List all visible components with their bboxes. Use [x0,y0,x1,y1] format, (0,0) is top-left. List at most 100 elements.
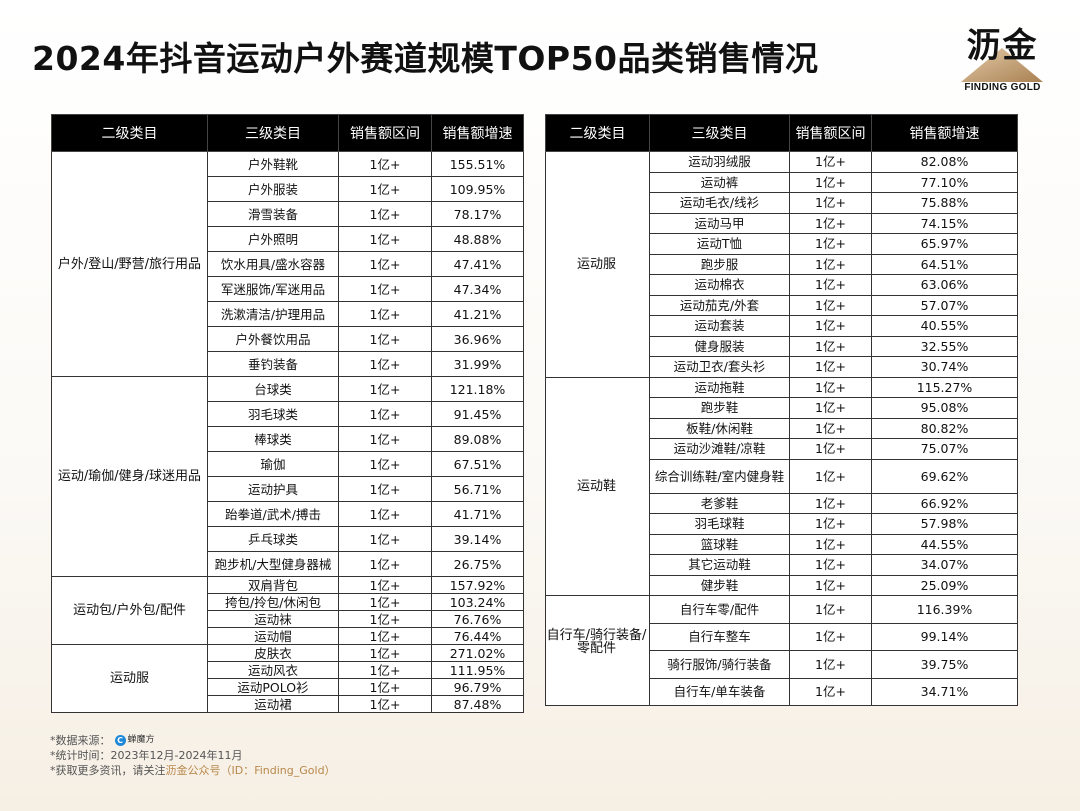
table-row: 运动套装 1亿+ 40.55% [546,315,1018,337]
growth-rate-cell: 57.98% [871,513,1018,535]
level3-category-cell: 户外照明 [207,226,339,252]
header-level3: 三级类目 [207,114,339,152]
growth-rate-cell: 91.45% [431,401,524,427]
level3-category-cell: 运动毛衣/线衫 [649,192,790,214]
level3-category-cell: 健步鞋 [649,574,790,596]
table-row: 运动卫衣/套头衫 1亿+ 30.74% [546,356,1018,378]
growth-rate-cell: 31.99% [431,351,524,377]
sales-range-cell: 1亿+ [338,610,432,628]
growth-rate-cell: 30.74% [871,356,1018,378]
sales-range-cell: 1亿+ [789,233,872,255]
source-logo: C 蝉魔方 [114,733,155,748]
sales-range-cell: 1亿+ [789,554,872,576]
sales-range-cell: 1亿+ [338,476,432,502]
table-row: 篮球鞋 1亿+ 44.55% [546,533,1018,555]
growth-rate-cell: 34.07% [871,554,1018,576]
sales-range-cell: 1亿+ [338,151,432,177]
level3-category-cell: 运动马甲 [649,212,790,234]
growth-rate-cell: 56.71% [431,476,524,502]
sales-range-cell: 1亿+ [789,417,872,439]
header-level2: 二级类目 [51,114,208,152]
level3-category-cell: 运动沙滩鞋/凉鞋 [649,438,790,460]
level3-category-cell: 篮球鞋 [649,533,790,555]
level3-category-cell: 跑步鞋 [649,397,790,419]
growth-rate-cell: 80.82% [871,417,1018,439]
header-sales-range: 销售额区间 [338,114,432,152]
level3-category-cell: 运动裙 [207,695,339,713]
sales-range-cell: 1亿+ [338,593,432,611]
level3-category-cell: 自行车零/配件 [649,595,790,624]
level2-category-cell: 运动服 [545,151,650,378]
table-row: 瑜伽 1亿+ 67.51% [52,451,524,477]
table-row: 运动袜 1亿+ 76.76% [52,610,524,628]
footer-more-prefix: *获取更多资讯，请关注 [50,764,166,777]
level2-category-cell: 运动/瑜伽/健身/球迷用品 [51,376,208,577]
table-row: 洗漱清洁/护理用品 1亿+ 41.21% [52,301,524,327]
sales-range-cell: 1亿+ [338,551,432,577]
sales-range-cell: 1亿+ [789,458,872,494]
level3-category-cell: 跑步机/大型健身器械 [207,551,339,577]
table-row: 老爹鞋 1亿+ 66.92% [546,492,1018,514]
table-row: 垂钓装备 1亿+ 31.99% [52,351,524,377]
sales-range-cell: 1亿+ [338,644,432,662]
sales-range-cell: 1亿+ [338,501,432,527]
sales-range-cell: 1亿+ [789,622,872,651]
table-row: 运动裤 1亿+ 77.10% [546,171,1018,193]
table-row: 运动沙滩鞋/凉鞋 1亿+ 75.07% [546,438,1018,460]
growth-rate-cell: 36.96% [431,326,524,352]
table-row: 户外照明 1亿+ 48.88% [52,226,524,252]
growth-rate-cell: 41.71% [431,501,524,527]
table-row: 其它运动鞋 1亿+ 34.07% [546,554,1018,576]
level3-category-cell: 洗漱清洁/护理用品 [207,301,339,327]
growth-rate-cell: 26.75% [431,551,524,577]
table-row: 运动T恤 1亿+ 65.97% [546,233,1018,255]
table-row: 健身服装 1亿+ 32.55% [546,335,1018,357]
sales-range-cell: 1亿+ [338,301,432,327]
source-label: *数据来源： [50,734,111,747]
sales-range-cell: 1亿+ [338,627,432,645]
sales-range-cell: 1亿+ [789,151,872,173]
growth-rate-cell: 65.97% [871,233,1018,255]
level3-category-cell: 运动套装 [649,315,790,337]
logo-english: FINDING GOLD [964,82,1041,93]
level3-category-cell: 运动袜 [207,610,339,628]
sales-range-cell: 1亿+ [338,401,432,427]
growth-rate-cell: 39.14% [431,526,524,552]
growth-rate-cell: 87.48% [431,695,524,713]
table-header-row: 二级类目 三级类目 销售额区间 销售额增速 [51,114,524,152]
sales-range-cell: 1亿+ [338,376,432,402]
source-name: 蝉魔方 [127,735,155,745]
table-row: 户外餐饮用品 1亿+ 36.96% [52,326,524,352]
sales-range-cell: 1亿+ [338,451,432,477]
level3-category-cell: 综合训练鞋/室内健身鞋 [649,458,790,494]
level3-category-cell: 户外鞋靴 [207,151,339,177]
table-row: 军迷服饰/军迷用品 1亿+ 47.34% [52,276,524,302]
level3-category-cell: 健身服装 [649,335,790,357]
header-growth: 销售额增速 [431,114,524,152]
growth-rate-cell: 115.27% [871,376,1018,398]
growth-rate-cell: 77.10% [871,171,1018,193]
table-row: 跆拳道/武术/搏击 1亿+ 41.71% [52,501,524,527]
level3-category-cell: 运动护具 [207,476,339,502]
sales-range-cell: 1亿+ [338,326,432,352]
sales-range-cell: 1亿+ [338,226,432,252]
growth-rate-cell: 57.07% [871,294,1018,316]
level3-category-cell: 军迷服饰/军迷用品 [207,276,339,302]
level3-category-cell: 垂钓装备 [207,351,339,377]
left-category-table: 二级类目 三级类目 销售额区间 销售额增速 户外/登山/野营/旅行用品 户外鞋靴 1… [51,114,524,713]
level3-category-cell: 户外服装 [207,176,339,202]
level3-category-cell: 运动T恤 [649,233,790,255]
level3-category-cell: 运动卫衣/套头衫 [649,356,790,378]
level2-category-cell: 运动包/户外包/配件 [51,576,208,645]
sales-range-cell: 1亿+ [338,351,432,377]
level3-category-cell: 户外餐饮用品 [207,326,339,352]
table-row: 乒乓球类 1亿+ 39.14% [52,526,524,552]
sales-range-cell: 1亿+ [338,661,432,679]
growth-rate-cell: 89.08% [431,426,524,452]
level3-category-cell: 羽毛球鞋 [649,513,790,535]
level3-category-cell: 饮水用具/盛水容器 [207,251,339,277]
sales-range-cell: 1亿+ [338,276,432,302]
growth-rate-cell: 41.21% [431,301,524,327]
level3-category-cell: 板鞋/休闲鞋 [649,417,790,439]
level3-category-cell: 自行车/单车装备 [649,677,790,706]
